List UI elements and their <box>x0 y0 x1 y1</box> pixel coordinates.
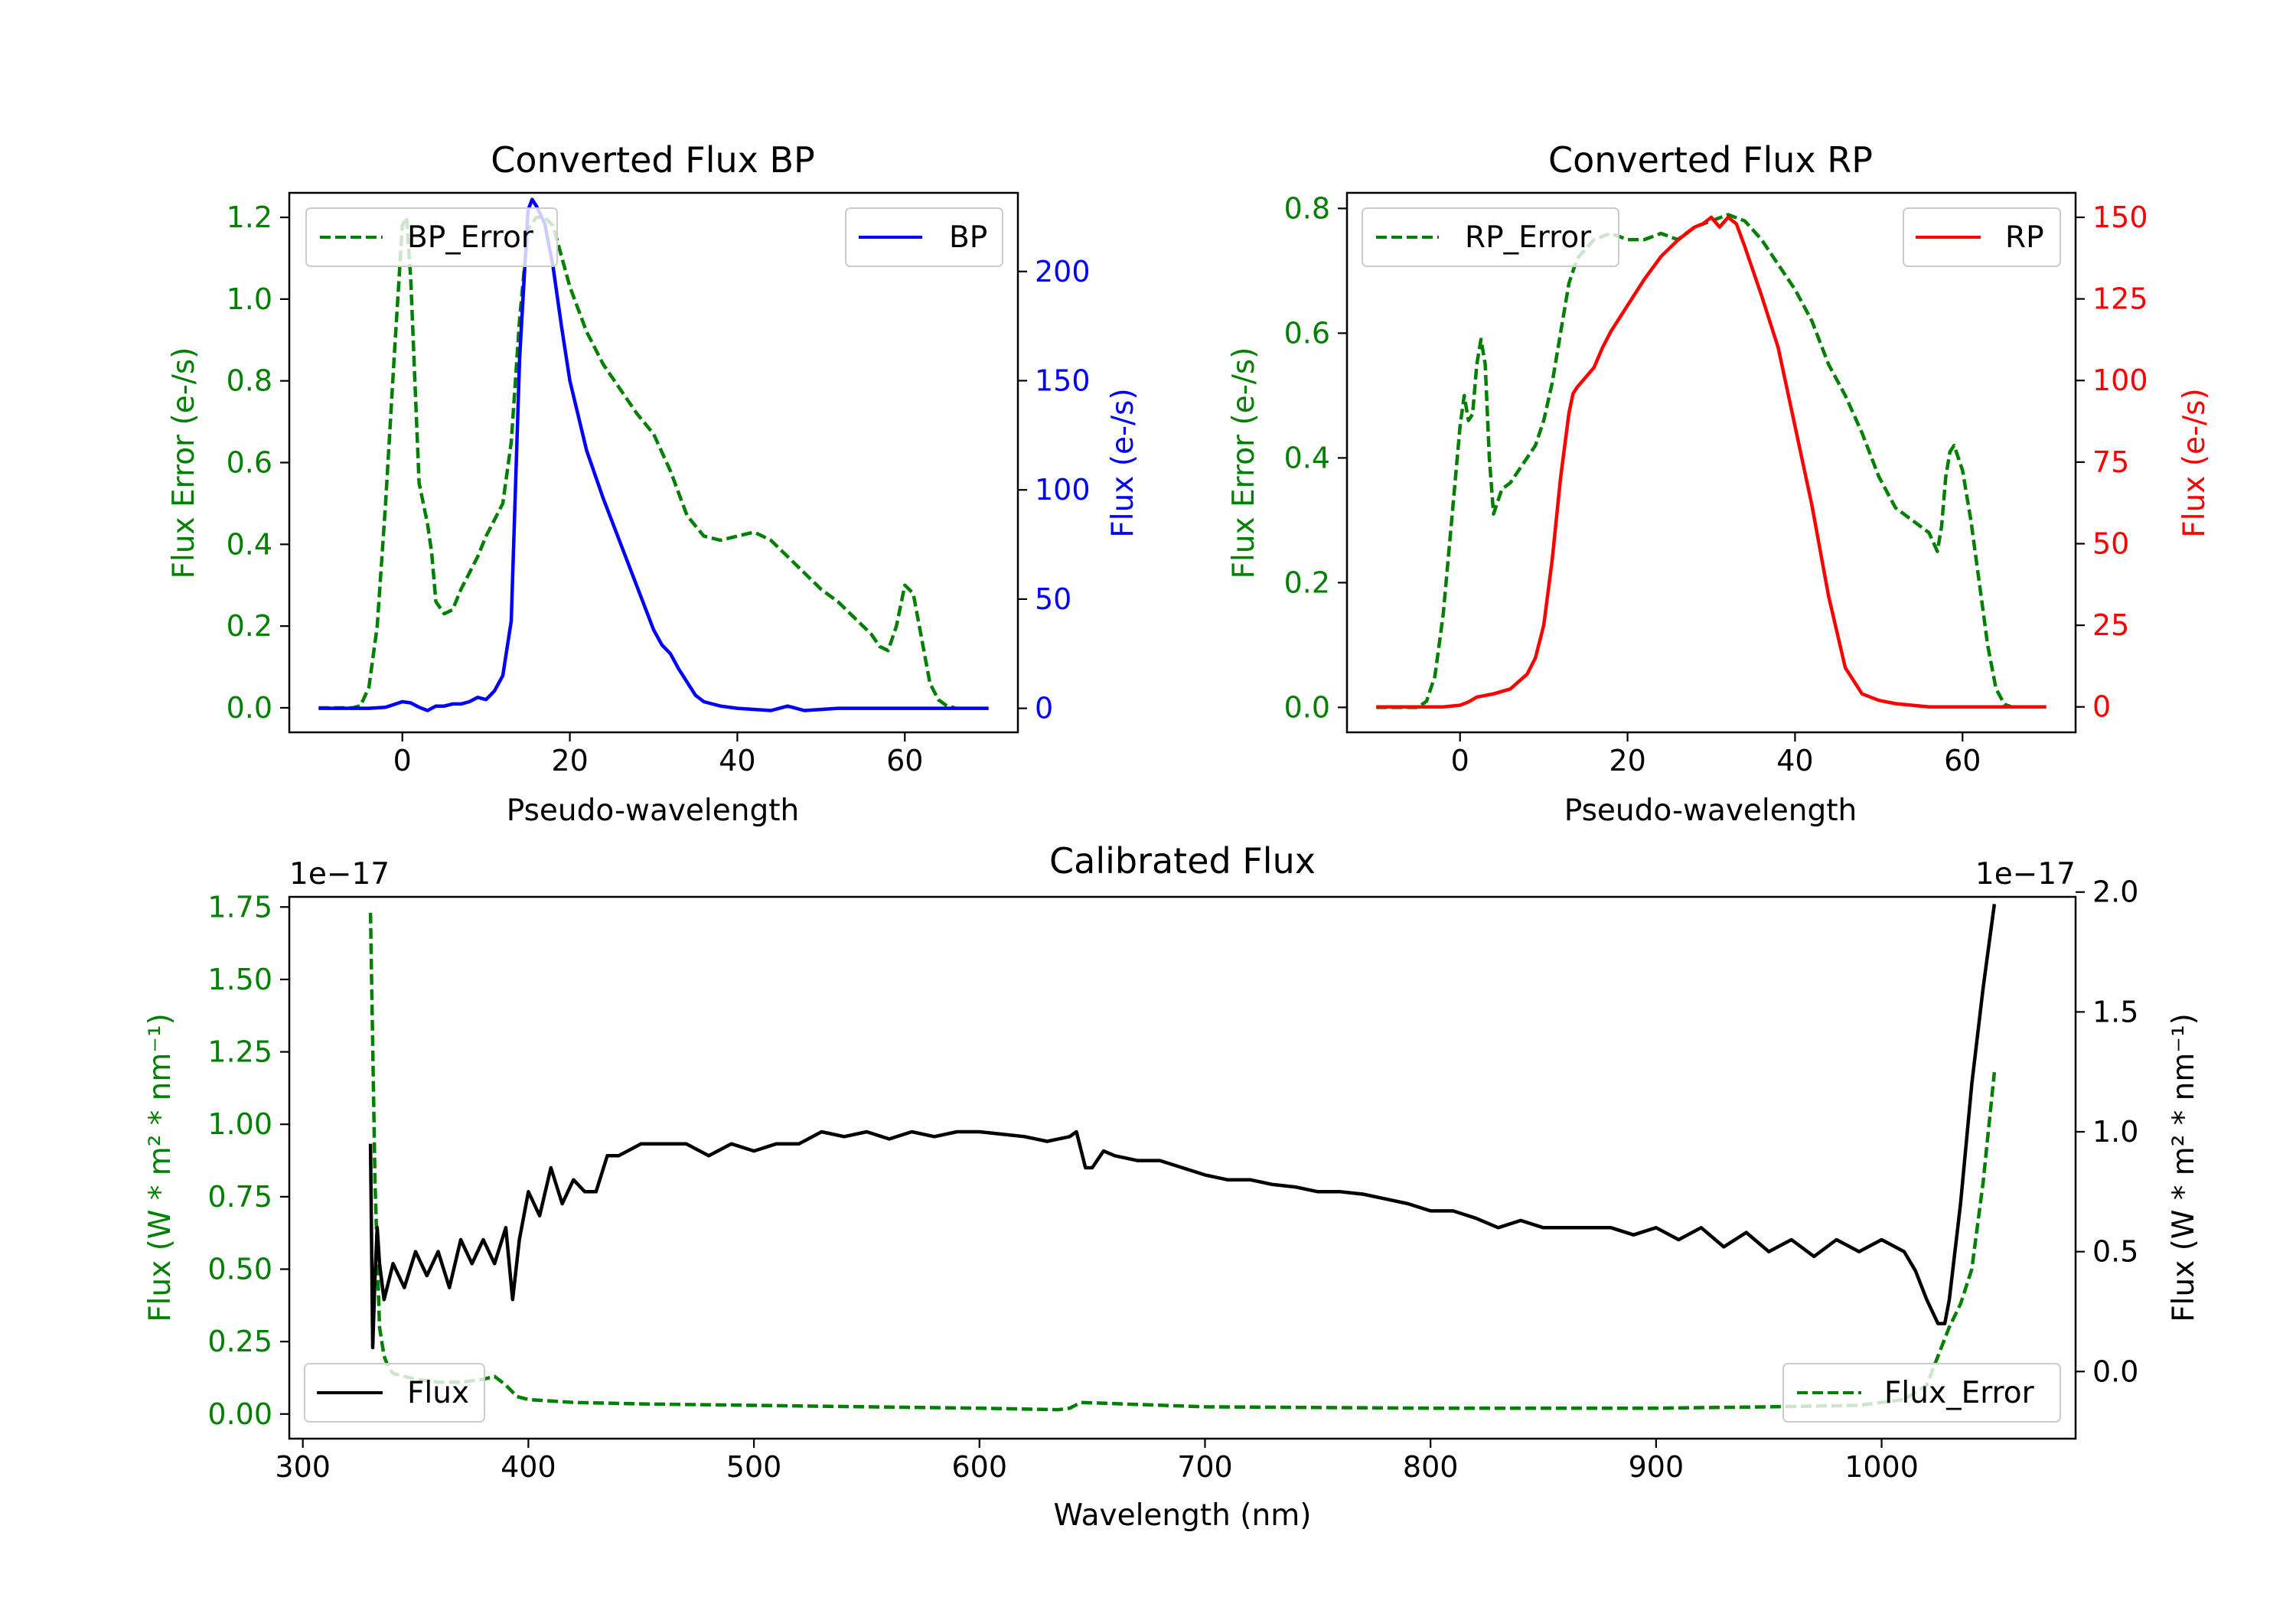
rp-legend-right: RP <box>1903 207 2061 267</box>
bp-ytick-right-label: 150 <box>1035 363 1091 397</box>
calibrated-xtick-label: 600 <box>952 1450 1008 1484</box>
rp-ytick-right-label: 0 <box>2092 690 2111 724</box>
bp-ytick-left-label: 0.0 <box>227 691 272 725</box>
calibrated-ytick-right-label: 1.5 <box>2092 995 2138 1028</box>
calibrated-offset-right: 1e−17 <box>1975 857 2076 892</box>
bp-xtick-label: 60 <box>886 744 923 777</box>
calibrated-xtick-label: 500 <box>726 1450 782 1484</box>
calibrated-title: Calibrated Flux <box>1049 840 1316 882</box>
rp-ytick-right-label: 50 <box>2092 526 2129 560</box>
rp-ytick-right-label: 125 <box>2092 282 2148 316</box>
calibrated-ytick-right-label: 1.0 <box>2092 1115 2138 1149</box>
bp-ytick-right-label: 100 <box>1035 473 1091 507</box>
bp-ytick-right-label: 200 <box>1035 255 1091 288</box>
rp-legend-left: RP_Error <box>1362 207 1619 267</box>
rp-xtick-label: 40 <box>1776 744 1813 777</box>
rp-panel: Converted Flux RP 0 20 40 60 0.0 0.2 0.4 0.6 0.8… <box>1227 139 2212 828</box>
bp-ytick-left-label: 0.8 <box>227 364 272 398</box>
calibrated-ytick-left-label: 1.00 <box>207 1107 272 1141</box>
calibrated-xtick-label: 900 <box>1629 1450 1684 1484</box>
rp-title: Converted Flux RP <box>1548 139 1873 181</box>
calibrated-ytick-left-label: 0.25 <box>207 1325 272 1358</box>
calibrated-legend-right-label: Flux_Error <box>1884 1376 2035 1410</box>
calibrated-legend-left: Flux <box>304 1363 485 1423</box>
calibrated-ylabel-right: Flux (W * m² * nm⁻¹) <box>2167 1013 2201 1322</box>
calibrated-xtick-label: 400 <box>501 1450 556 1484</box>
bp-legend-right-label: BP <box>949 220 987 255</box>
rp-ytick-left-label: 0.0 <box>1284 690 1330 724</box>
calibrated-ytick-left-label: 0.75 <box>207 1180 272 1214</box>
bp-ylabel-left: Flux Error (e-/s) <box>167 347 201 579</box>
bp-xlabel: Pseudo-wavelength <box>507 794 799 828</box>
bp-ytick-left-label: 0.2 <box>227 609 272 643</box>
bp-xtick-label: 40 <box>719 744 755 777</box>
calibrated-ytick-left-label: 0.50 <box>207 1253 272 1286</box>
calibrated-series-flux-error <box>368 912 1997 1412</box>
calibrated-xtick-label: 1000 <box>1844 1450 1919 1484</box>
calibrated-legend-right: Flux_Error <box>1782 1363 2061 1423</box>
bp-ytick-left-label: 0.4 <box>227 527 272 561</box>
calibrated-series-flux <box>368 904 1997 1350</box>
rp-ytick-right-label: 25 <box>2092 608 2129 642</box>
bp-ytick-left-label: 0.6 <box>227 446 272 480</box>
bp-ytick-right-label: 0 <box>1035 692 1053 725</box>
calibrated-xlabel: Wavelength (nm) <box>1054 1498 1312 1533</box>
calibrated-offset-left: 1e−17 <box>289 857 390 892</box>
bp-xtick-label: 20 <box>551 744 588 777</box>
rp-series-rp-error <box>1376 213 2014 709</box>
rp-xtick-label: 20 <box>1609 744 1645 777</box>
rp-ylabel-left: Flux Error (e-/s) <box>1227 347 1261 579</box>
rp-ytick-right-label: 100 <box>2092 363 2148 397</box>
bp-ytick-left-label: 1.0 <box>227 282 272 316</box>
rp-ytick-right-label: 75 <box>2092 445 2129 479</box>
bp-ytick-right-label: 50 <box>1035 582 1071 616</box>
rp-ytick-right-label: 150 <box>2092 200 2148 234</box>
bp-legend-left: BP_Error <box>305 207 558 267</box>
bp-series-bp <box>318 197 989 712</box>
bp-legend-right: BP <box>845 207 1003 267</box>
calibrated-ytick-left-label: 1.25 <box>207 1035 272 1069</box>
rp-xlabel: Pseudo-wavelength <box>1564 794 1857 828</box>
bp-legend-left-label: BP_Error <box>407 220 534 255</box>
calibrated-ytick-left-label: 0.00 <box>207 1397 272 1431</box>
bp-ylabel-right: Flux (e-/s) <box>1106 388 1140 537</box>
bp-ytick-left-label: 1.2 <box>227 200 272 234</box>
rp-axes-frame <box>1345 191 2077 734</box>
calibrated-ytick-left-label: 1.50 <box>207 963 272 996</box>
calibrated-axes-frame <box>288 895 2077 1440</box>
rp-ytick-left-label: 0.4 <box>1284 441 1330 474</box>
bp-series-bp-error <box>318 215 956 710</box>
rp-xtick-label: 0 <box>1451 744 1469 777</box>
calibrated-xtick-label: 300 <box>275 1450 331 1484</box>
calibrated-panel: Calibrated Flux 1e−17 1e−17 300 400 500 600… <box>143 840 2201 1533</box>
bp-xtick-label: 0 <box>393 744 412 777</box>
calibrated-ylabel-left: Flux (W * m² * nm⁻¹) <box>143 1013 178 1322</box>
rp-xtick-label: 60 <box>1944 744 1981 777</box>
rp-ytick-left-label: 0.8 <box>1284 191 1330 225</box>
calibrated-ytick-left-label: 1.75 <box>207 890 272 924</box>
rp-ytick-left-label: 0.2 <box>1284 566 1330 599</box>
rp-legend-right-label: RP <box>2005 220 2044 255</box>
rp-series-rp <box>1376 215 2047 709</box>
calibrated-xtick-label: 800 <box>1403 1450 1459 1484</box>
bp-axes-frame <box>288 191 1019 734</box>
bp-panel: Converted Flux BP 0 20 40 60 0.0 0.2 0.4 0.6 0.8… <box>167 139 1140 828</box>
calibrated-ytick-right-label: 0.0 <box>2092 1354 2138 1388</box>
rp-ytick-left-label: 0.6 <box>1284 316 1330 350</box>
calibrated-ytick-right-label: 0.5 <box>2092 1235 2138 1269</box>
calibrated-ytick-right-label: 2.0 <box>2092 875 2138 909</box>
calibrated-xtick-label: 700 <box>1177 1450 1233 1484</box>
rp-ylabel-right: Flux (e-/s) <box>2177 388 2212 537</box>
rp-legend-left-label: RP_Error <box>1465 220 1592 255</box>
calibrated-legend-left-label: Flux <box>407 1376 469 1410</box>
bp-title: Converted Flux BP <box>491 139 815 181</box>
